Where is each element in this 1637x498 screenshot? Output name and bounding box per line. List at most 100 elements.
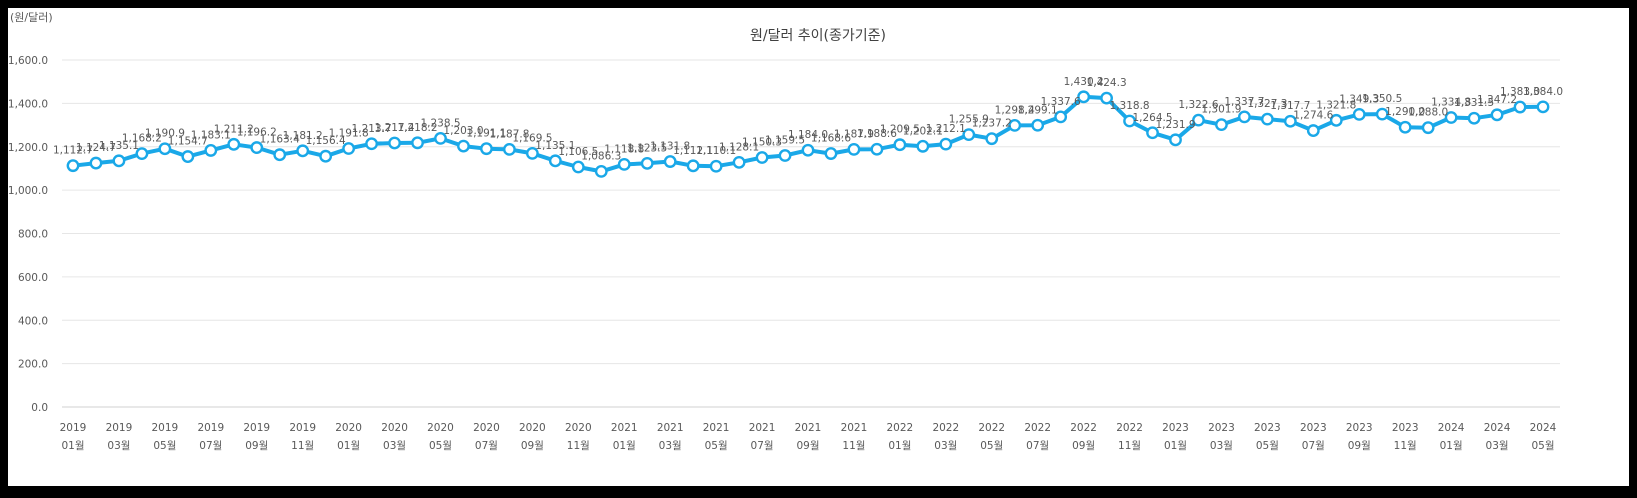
data-point [1467,111,1481,125]
data-point [1421,121,1435,135]
data-label: 1,191.1 [466,128,506,140]
data-label: 1,187.9 [834,128,874,140]
data-point [296,144,310,158]
data-label: 1,159.5 [765,135,805,147]
data-point [273,148,287,162]
y-tick-label: 0.0 [31,402,48,414]
data-label: 1,424.3 [1087,77,1127,89]
x-tick-label: 2021 [841,422,868,434]
data-label: 1,196.2 [237,127,277,139]
data-point [916,139,930,153]
data-point [503,142,516,156]
data-label: 1,211.2 [214,123,254,135]
data-label: 1,181.2 [283,130,323,142]
gridlines [62,59,1560,408]
data-label: 1,169.5 [512,132,552,144]
data-point [227,137,241,151]
data-point [135,147,149,161]
x-tick-label: 09월 [1072,440,1095,452]
data-label: 1,213.7 [352,123,392,135]
data-point [824,147,838,160]
y-axis: 0.0 200.0 400.0 600.0 800.0 1,000.0 1,200.0 1,4… [8,55,48,414]
data-point [686,159,700,173]
y-tick-label: 400.0 [18,315,48,327]
data-point [1536,100,1550,114]
data-label: 1,301.9 [1201,104,1241,116]
data-point [962,128,976,142]
chart-title: 원/달러 추이(종가기준) [750,28,886,44]
x-tick-label: 2021 [749,422,776,434]
x-tick-label: 2024 [1530,422,1557,434]
data-label: 1,135.1 [99,140,139,152]
x-tick-label: 2021 [657,422,684,434]
data-label: 1,430.2 [1064,76,1104,88]
x-tick-label: 09월 [1348,440,1371,452]
x-tick-label: 11월 [567,440,590,452]
data-point [893,138,907,152]
x-tick-label: 11월 [1118,440,1141,452]
x-tick-label: 2023 [1162,422,1189,434]
x-tick-label: 2022 [887,422,914,434]
x-tick-label: 09월 [245,440,268,452]
data-label: 1,156.4 [306,135,346,147]
y-tick-label: 1,600.0 [8,55,48,67]
y-tick-label: 1,400.0 [8,98,48,110]
y-tick-label: 200.0 [18,359,48,371]
data-point [571,160,585,174]
x-tick-label: 11월 [1394,440,1417,452]
data-point [709,159,723,173]
data-point [1306,124,1320,137]
data-markers [66,90,1550,178]
x-tick-label: 01월 [61,440,84,452]
x-tick-label: 2022 [1070,422,1097,434]
x-tick-label: 09월 [796,440,819,452]
data-label: 1,203.0 [443,125,483,137]
y-tick-label: 800.0 [18,229,48,241]
data-label: 1,321.8 [1316,99,1356,111]
unit-label: (원/달러) [10,11,53,24]
x-tick-label: 2023 [1254,422,1281,434]
data-point [1169,133,1182,147]
data-label: 1,237.2 [972,118,1012,130]
data-point [663,155,677,168]
data-point [342,142,356,155]
data-point [939,137,953,151]
data-point [801,143,815,157]
data-point [1444,111,1458,124]
data-label: 1,150.3 [742,137,782,149]
x-tick-label: 2023 [1300,422,1327,434]
x-tick-label: 05월 [429,440,452,452]
x-tick-label: 03월 [1486,440,1509,452]
x-tick-label: 05월 [153,440,176,452]
x-tick-label: 01월 [1440,440,1463,452]
data-label: 1,187.8 [489,128,529,140]
data-point [1352,107,1366,121]
x-tick-label: 11월 [842,440,865,452]
data-label: 1,202.1 [903,125,943,137]
data-label: 1,128.1 [719,141,759,153]
y-tick-label: 1,000.0 [8,185,48,197]
x-tick-label: 2021 [611,422,638,434]
data-label: 1,086.3 [581,150,621,162]
data-point [181,150,195,163]
data-point [319,149,333,163]
data-label: 1,124.7 [76,142,116,154]
data-point [617,157,631,171]
data-point [985,132,999,146]
data-label: 1,212.1 [926,123,966,135]
x-tick-label: 03월 [659,440,682,452]
data-label: 1,110.1 [696,145,736,157]
data-point [1146,126,1159,140]
x-tick-label: 2024 [1438,422,1465,434]
x-tick-label: 01월 [888,440,911,452]
x-tick-label: 09월 [521,440,544,452]
data-point [112,154,126,168]
x-tick-label: 2019 [152,422,179,434]
data-point [1077,90,1091,104]
x-tick-label: 01월 [337,440,360,452]
data-point [1054,110,1068,124]
x-tick-label: 07월 [751,440,774,452]
data-label: 1,112.1 [673,145,713,157]
y-tick-label: 1,200.0 [8,142,48,154]
x-tick-label: 2022 [1024,422,1051,434]
